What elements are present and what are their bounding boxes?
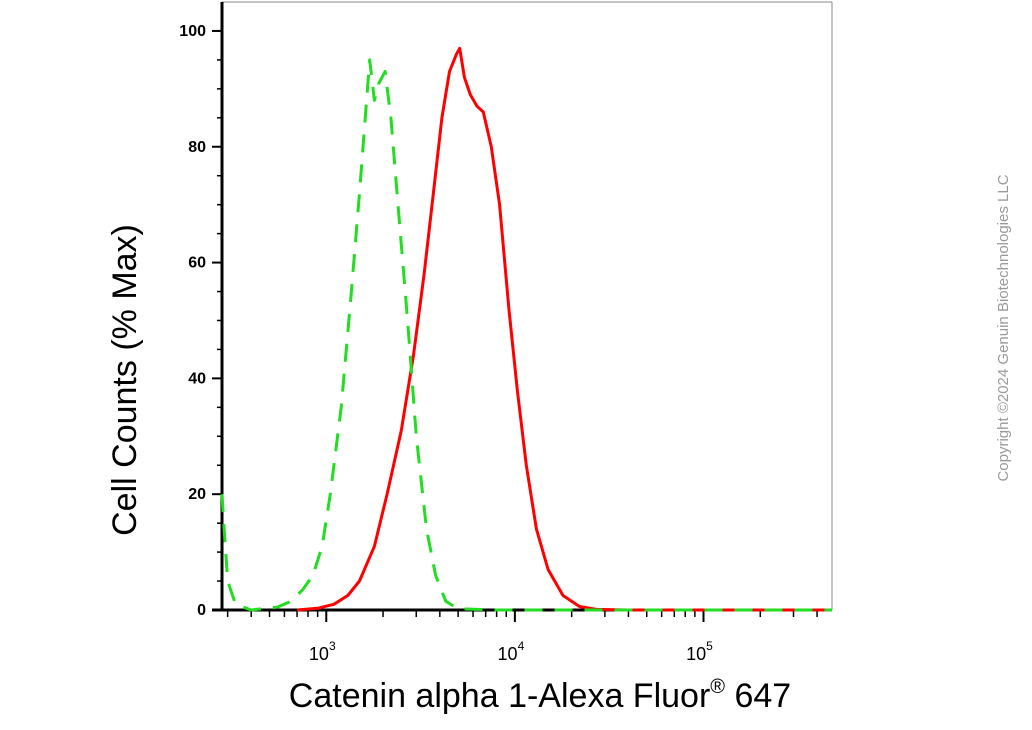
x-axis-label-suffix: 647 xyxy=(725,677,791,715)
x-tick-label: 105 xyxy=(686,639,713,664)
x-axis-label-superscript: ® xyxy=(710,676,725,698)
x-axis-ticks: 103 104 105 xyxy=(226,610,818,664)
copyright-watermark: Copyright ©2024 Genuin Biotechnologies L… xyxy=(995,174,1012,481)
x-tick-label-base: 10 xyxy=(309,644,329,664)
y-tick-label: 100 xyxy=(179,23,206,40)
histogram-series-2 xyxy=(220,58,832,612)
y-tick-label: 60 xyxy=(188,255,206,272)
series-layer xyxy=(220,46,832,612)
histogram-series-1 xyxy=(296,46,832,612)
x-tick-label-exponent: 4 xyxy=(518,639,525,653)
x-tick-label-base: 10 xyxy=(498,644,518,664)
y-axis-label: Cell Counts (% Max) xyxy=(106,224,144,536)
x-tick-label-base: 10 xyxy=(686,644,706,664)
plot-frame xyxy=(212,1,833,612)
x-axis-title: Catenin alpha 1-Alexa Fluor® 647 xyxy=(289,676,791,715)
x-tick-label: 104 xyxy=(498,639,525,664)
x-tick-label-exponent: 3 xyxy=(329,639,336,653)
x-tick-label: 103 xyxy=(309,639,336,664)
y-tick-label: 20 xyxy=(188,486,206,503)
y-tick-label: 80 xyxy=(188,139,206,156)
x-tick-label-exponent: 5 xyxy=(706,639,713,653)
x-axis-label: Catenin alpha 1-Alexa Fluor xyxy=(289,677,710,715)
y-axis-ticks: 0 20 40 60 80 100 xyxy=(179,23,222,619)
y-tick-label: 0 xyxy=(197,602,206,619)
y-tick-label: 40 xyxy=(188,370,206,387)
